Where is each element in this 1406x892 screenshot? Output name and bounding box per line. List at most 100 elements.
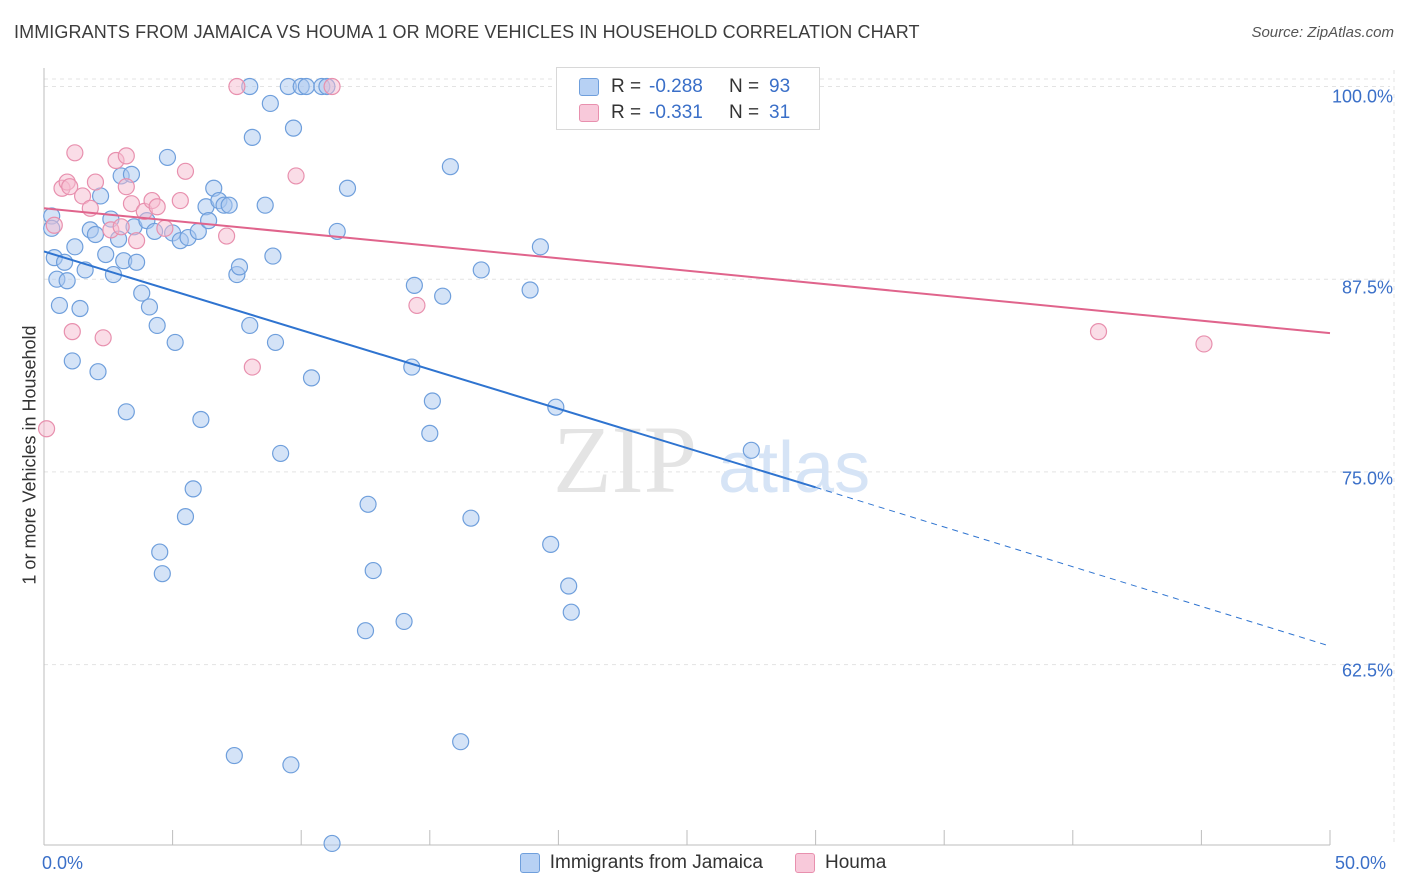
jamaica-point[interactable]: [176, 508, 195, 526]
houma-point[interactable]: [45, 216, 63, 234]
jamaica-trend-extension: [815, 486, 1331, 647]
stats-legend: R = -0.288 N = 93 R = -0.331 N = 31: [556, 67, 820, 130]
jamaica-point[interactable]: [230, 258, 249, 276]
legend-swatch-jamaica: [579, 78, 599, 96]
jamaica-point[interactable]: [282, 756, 300, 774]
jamaica-point[interactable]: [86, 225, 105, 244]
houma-point[interactable]: [73, 187, 92, 205]
jamaica-point[interactable]: [302, 369, 321, 387]
jamaica-point[interactable]: [272, 444, 290, 463]
houma-point[interactable]: [171, 191, 189, 210]
houma-point[interactable]: [66, 144, 84, 162]
houma-point[interactable]: [218, 227, 236, 245]
jamaica-point[interactable]: [521, 281, 539, 299]
y-axis-label: 1 or more Vehicles in Household: [19, 325, 40, 585]
jamaica-point[interactable]: [560, 577, 578, 595]
houma-point[interactable]: [117, 147, 135, 165]
houma-point[interactable]: [94, 329, 112, 347]
houma-point[interactable]: [323, 77, 341, 96]
jamaica-point[interactable]: [66, 238, 84, 256]
jamaica-point[interactable]: [148, 316, 166, 335]
jamaica-point[interactable]: [562, 603, 580, 621]
jamaica-point[interactable]: [166, 333, 184, 352]
jamaica-point[interactable]: [127, 253, 146, 271]
jamaica-point[interactable]: [71, 299, 89, 318]
jamaica-point[interactable]: [284, 119, 303, 137]
houma-point[interactable]: [37, 420, 56, 438]
jamaica-point[interactable]: [256, 196, 274, 214]
jamaica-point[interactable]: [153, 565, 171, 583]
y-tick-label: 62.5%: [1341, 660, 1393, 681]
houma-point[interactable]: [408, 296, 426, 315]
legend-swatch-houma: [579, 104, 599, 122]
jamaica-point[interactable]: [395, 612, 413, 631]
jamaica-point[interactable]: [264, 247, 282, 265]
jamaica-point[interactable]: [89, 363, 107, 381]
points-layer: [37, 77, 1213, 853]
jamaica-point[interactable]: [421, 424, 439, 442]
houma-point[interactable]: [117, 178, 135, 196]
houma-point[interactable]: [176, 162, 195, 180]
houma-trend-line: [43, 207, 1331, 335]
houma-point[interactable]: [86, 173, 105, 191]
jamaica-point[interactable]: [58, 272, 76, 290]
jamaica-point[interactable]: [542, 535, 560, 553]
jamaica-point[interactable]: [338, 179, 357, 197]
jamaica-point[interactable]: [220, 196, 238, 214]
jamaica-point[interactable]: [151, 543, 169, 561]
legend-n-value: 31: [769, 102, 791, 123]
legend-r-label: R =: [611, 76, 642, 97]
houma-point[interactable]: [287, 167, 305, 185]
jamaica-point[interactable]: [133, 284, 151, 302]
jamaica-point[interactable]: [742, 441, 760, 459]
legend-r-label: R =: [611, 102, 642, 123]
jamaica-point[interactable]: [405, 276, 423, 294]
jamaica-point[interactable]: [241, 316, 259, 335]
houma-point[interactable]: [122, 195, 141, 213]
jamaica-point[interactable]: [192, 410, 210, 429]
jamaica-point[interactable]: [441, 158, 459, 176]
jamaica-point[interactable]: [364, 561, 382, 580]
houma-point[interactable]: [63, 323, 81, 341]
jamaica-point[interactable]: [243, 128, 261, 146]
jamaica-point[interactable]: [297, 77, 315, 96]
houma-point[interactable]: [228, 77, 246, 96]
jamaica-point[interactable]: [63, 352, 81, 370]
jamaica-point[interactable]: [117, 403, 135, 421]
jamaica-point[interactable]: [356, 622, 375, 640]
watermark: ZIP atlas: [553, 406, 870, 513]
x-tick-label-max: 50.0%: [1335, 853, 1387, 873]
jamaica-point[interactable]: [423, 392, 441, 410]
jamaica-point[interactable]: [158, 148, 177, 167]
houma-point[interactable]: [243, 358, 261, 376]
jamaica-point[interactable]: [50, 296, 69, 315]
jamaica-point[interactable]: [97, 245, 115, 264]
houma-point[interactable]: [1089, 323, 1108, 341]
legend-n-label: N =: [729, 102, 760, 123]
jamaica-point[interactable]: [261, 94, 279, 113]
houma-point[interactable]: [112, 218, 130, 236]
jamaica-point[interactable]: [462, 509, 480, 527]
jamaica-point[interactable]: [359, 495, 377, 513]
houma-point[interactable]: [61, 178, 79, 196]
jamaica-point[interactable]: [323, 834, 341, 853]
source-label: Source: ZipAtlas.com: [1251, 24, 1394, 41]
jamaica-point[interactable]: [452, 733, 470, 751]
jamaica-point[interactable]: [200, 212, 218, 230]
jamaica-point[interactable]: [531, 238, 549, 256]
jamaica-point[interactable]: [140, 298, 159, 316]
houma-point[interactable]: [156, 219, 174, 237]
jamaica-point[interactable]: [225, 746, 243, 765]
y-tick-label: 100.0%: [1331, 86, 1393, 107]
jamaica-point[interactable]: [434, 287, 452, 305]
jamaica-point[interactable]: [266, 333, 285, 352]
houma-point[interactable]: [1195, 335, 1213, 353]
jamaica-point[interactable]: [184, 480, 202, 498]
jamaica-trend-line: [43, 250, 816, 489]
legend-item-jamaica[interactable]: Immigrants from Jamaica: [519, 852, 763, 874]
jamaica-point[interactable]: [472, 261, 490, 279]
legend-item-houma[interactable]: Houma: [795, 852, 886, 874]
houma-point[interactable]: [148, 198, 166, 216]
legend-n-label: N =: [729, 76, 760, 97]
houma-point[interactable]: [127, 232, 146, 250]
